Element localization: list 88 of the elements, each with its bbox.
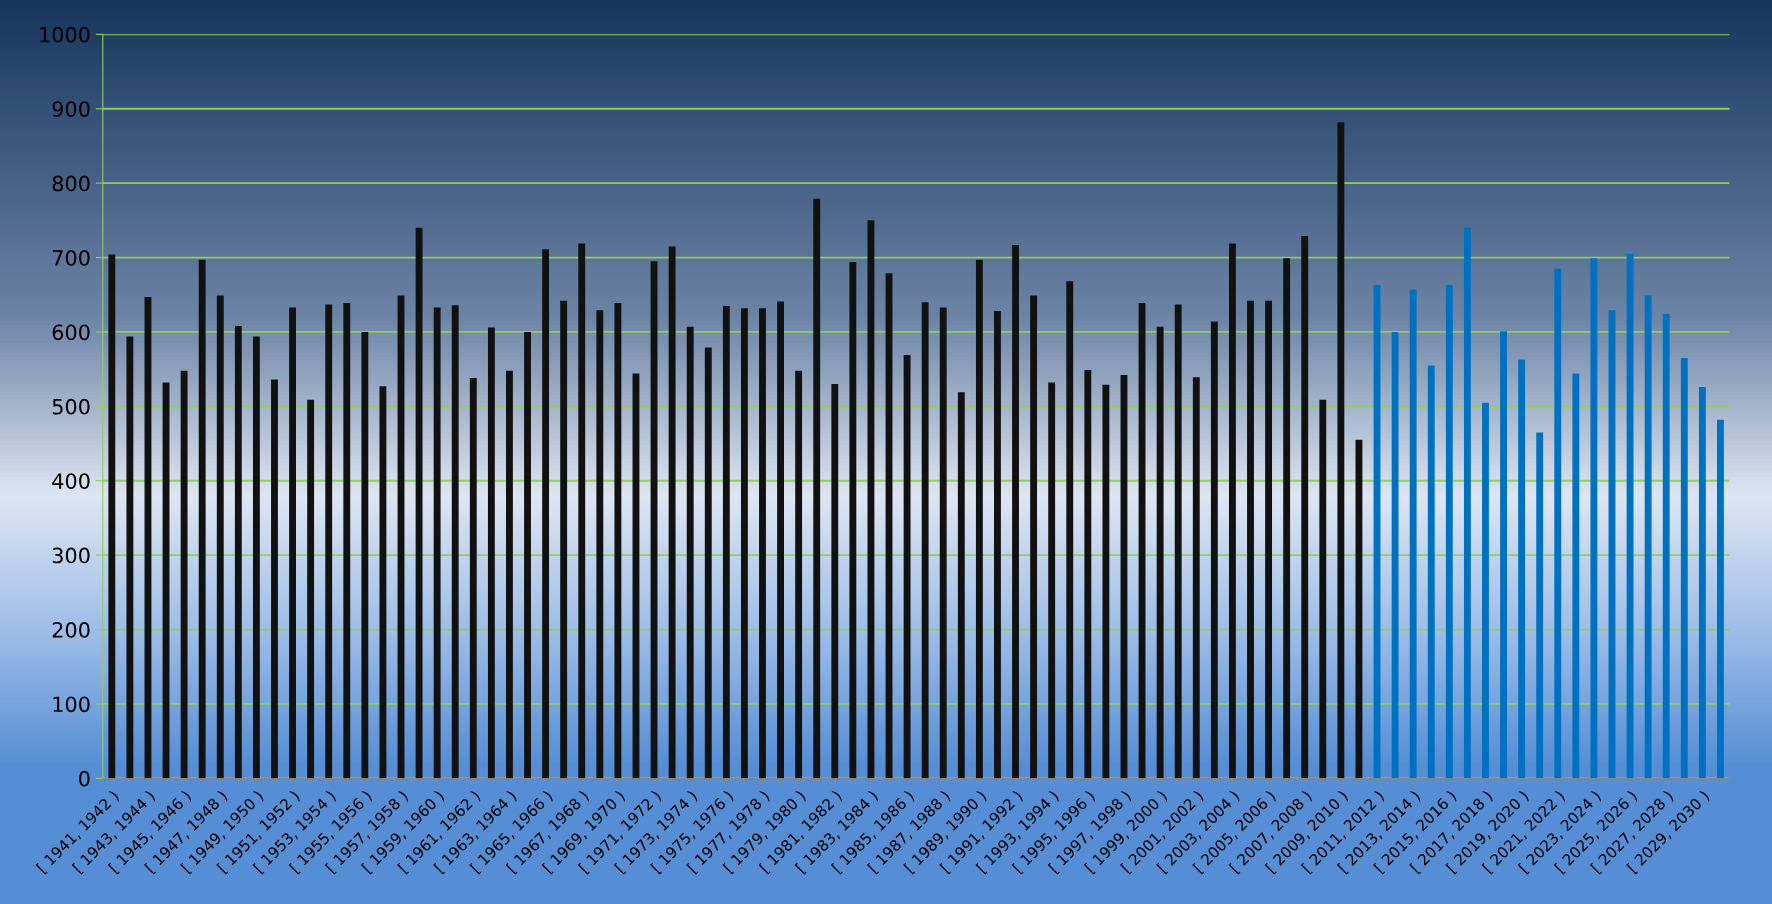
bar [813, 198, 821, 779]
bar [994, 311, 1001, 779]
bar [704, 347, 712, 779]
y-tick-label: 100 [53, 696, 90, 713]
bar [1500, 331, 1507, 779]
bar [180, 370, 188, 779]
bar [777, 301, 784, 779]
bar [1662, 314, 1670, 779]
bar [1247, 300, 1254, 779]
bar [1536, 432, 1544, 779]
bar [939, 307, 947, 779]
bar [307, 399, 315, 779]
y-tick-label: 900 [52, 101, 90, 117]
bar [198, 259, 206, 779]
bar [343, 302, 351, 779]
bar [1590, 258, 1598, 779]
bar [1554, 268, 1562, 779]
y-tick-label: 400 [52, 473, 90, 489]
bar [108, 254, 116, 779]
bar [975, 259, 983, 779]
bar [126, 336, 134, 779]
bar [759, 308, 766, 779]
bar [325, 304, 333, 779]
y-tick-label: 300 [52, 547, 90, 564]
bar [1283, 258, 1291, 779]
bar [596, 310, 604, 779]
bar [740, 308, 748, 779]
bar [1048, 382, 1056, 779]
bar [451, 305, 459, 779]
bar [542, 249, 550, 779]
bar [1463, 227, 1471, 779]
bar [614, 302, 622, 779]
bar [1102, 384, 1110, 779]
bar [487, 327, 495, 779]
bar [1391, 331, 1399, 779]
bar [361, 331, 369, 779]
bar [1572, 373, 1580, 779]
bar [1265, 300, 1273, 779]
y-tick-label: 200 [52, 622, 90, 638]
bar [1337, 122, 1345, 779]
bar [1319, 399, 1327, 779]
bar [1066, 281, 1074, 779]
y-tick-label: 700 [52, 250, 90, 266]
bar [289, 307, 296, 779]
bar [234, 326, 242, 779]
bar [668, 246, 676, 779]
bar [433, 307, 441, 779]
bar [1012, 244, 1019, 779]
y-tick-label: 800 [52, 175, 90, 192]
y-tick-label: 0 [79, 770, 90, 787]
bar [1427, 365, 1435, 779]
bar [560, 300, 568, 779]
bar [921, 302, 929, 779]
bar [271, 379, 278, 779]
bar [1482, 402, 1489, 779]
bar [849, 262, 857, 779]
bar [831, 384, 839, 779]
bar [1409, 289, 1417, 779]
bar [1084, 369, 1092, 779]
bar [795, 370, 803, 779]
bar [524, 331, 531, 779]
bar [1644, 295, 1652, 779]
bar [1192, 377, 1200, 779]
y-tick-label: 600 [52, 324, 90, 341]
bar [1228, 243, 1236, 779]
bar [216, 295, 224, 779]
bar [1698, 387, 1706, 779]
y-tick-label: 1000 [40, 26, 90, 43]
bar [415, 227, 423, 779]
bar [1156, 326, 1164, 779]
bar [903, 355, 911, 779]
bar [722, 305, 730, 779]
bar [1717, 419, 1724, 779]
bar [1301, 235, 1309, 779]
bar [1445, 285, 1453, 779]
bar [469, 378, 477, 779]
y-tick-label: 500 [52, 398, 90, 415]
bar [506, 370, 513, 779]
bar [252, 336, 260, 779]
bar [1518, 359, 1526, 779]
bar [1210, 321, 1218, 779]
bar [379, 386, 387, 779]
bar [1174, 304, 1182, 779]
bar [1030, 295, 1038, 779]
bar [578, 243, 586, 779]
bar [686, 326, 694, 779]
bar [957, 392, 965, 779]
bar [1680, 357, 1688, 779]
